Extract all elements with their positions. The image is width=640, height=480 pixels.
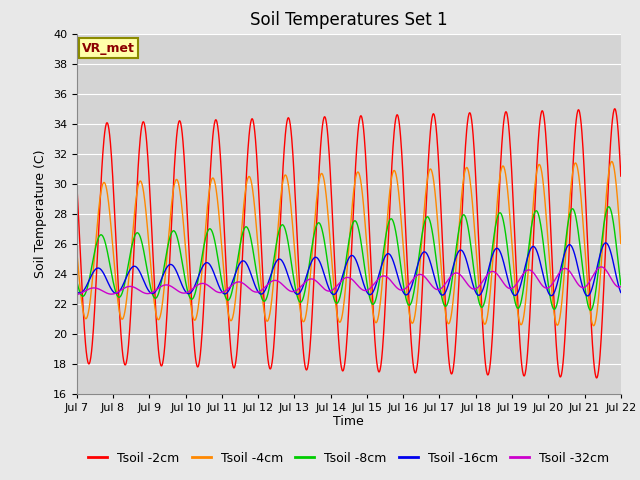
Tsoil -8cm: [73, 278, 81, 284]
Tsoil -8cm: [587, 307, 595, 313]
Legend: Tsoil -2cm, Tsoil -4cm, Tsoil -8cm, Tsoil -16cm, Tsoil -32cm: Tsoil -2cm, Tsoil -4cm, Tsoil -8cm, Tsoi…: [83, 447, 614, 469]
Tsoil -2cm: [568, 174, 576, 180]
Tsoil -32cm: [432, 287, 440, 292]
Tsoil -8cm: [193, 283, 201, 288]
Tsoil -8cm: [522, 270, 529, 276]
Tsoil -32cm: [73, 292, 81, 298]
Tsoil -4cm: [568, 171, 576, 177]
Tsoil -8cm: [617, 282, 625, 288]
Line: Tsoil -2cm: Tsoil -2cm: [77, 109, 621, 378]
Tsoil -16cm: [300, 282, 307, 288]
Tsoil -2cm: [193, 363, 201, 369]
Tsoil -4cm: [432, 200, 440, 206]
Tsoil -16cm: [73, 288, 81, 294]
Text: VR_met: VR_met: [82, 42, 135, 55]
Tsoil -2cm: [522, 369, 529, 374]
Tsoil -4cm: [193, 312, 201, 318]
Tsoil -32cm: [617, 284, 625, 289]
Tsoil -16cm: [193, 277, 201, 283]
Tsoil -16cm: [602, 240, 609, 246]
Tsoil -2cm: [611, 106, 619, 112]
Tsoil -8cm: [300, 294, 307, 300]
Tsoil -2cm: [617, 173, 625, 179]
Tsoil -4cm: [522, 299, 529, 304]
Tsoil -4cm: [589, 323, 597, 329]
Line: Tsoil -4cm: Tsoil -4cm: [77, 161, 621, 326]
Tsoil -8cm: [568, 206, 576, 212]
Tsoil -4cm: [73, 248, 81, 254]
Line: Tsoil -8cm: Tsoil -8cm: [77, 207, 621, 310]
Tsoil -32cm: [300, 281, 307, 287]
Tsoil -16cm: [584, 293, 591, 299]
Tsoil -16cm: [522, 262, 529, 268]
Tsoil -8cm: [605, 204, 612, 210]
Tsoil -2cm: [300, 350, 307, 356]
Tsoil -4cm: [617, 240, 625, 246]
Line: Tsoil -32cm: Tsoil -32cm: [77, 267, 621, 295]
Tsoil -2cm: [287, 121, 294, 127]
Title: Soil Temperatures Set 1: Soil Temperatures Set 1: [250, 11, 447, 29]
Tsoil -32cm: [522, 268, 529, 274]
Tsoil -2cm: [593, 375, 600, 381]
Tsoil -16cm: [617, 289, 625, 295]
Tsoil -16cm: [432, 280, 440, 286]
Tsoil -32cm: [287, 288, 294, 294]
Line: Tsoil -16cm: Tsoil -16cm: [77, 243, 621, 296]
Tsoil -16cm: [568, 245, 576, 251]
Tsoil -32cm: [568, 273, 576, 278]
Tsoil -2cm: [432, 124, 440, 130]
Tsoil -4cm: [287, 197, 294, 203]
Y-axis label: Soil Temperature (C): Soil Temperature (C): [35, 149, 47, 278]
Tsoil -8cm: [432, 255, 440, 261]
Tsoil -32cm: [597, 264, 605, 270]
Tsoil -2cm: [73, 181, 81, 187]
Tsoil -4cm: [300, 319, 307, 324]
X-axis label: Time: Time: [333, 415, 364, 429]
Tsoil -16cm: [287, 279, 294, 285]
Tsoil -32cm: [193, 283, 201, 288]
Tsoil -4cm: [608, 158, 616, 164]
Tsoil -8cm: [287, 252, 294, 258]
